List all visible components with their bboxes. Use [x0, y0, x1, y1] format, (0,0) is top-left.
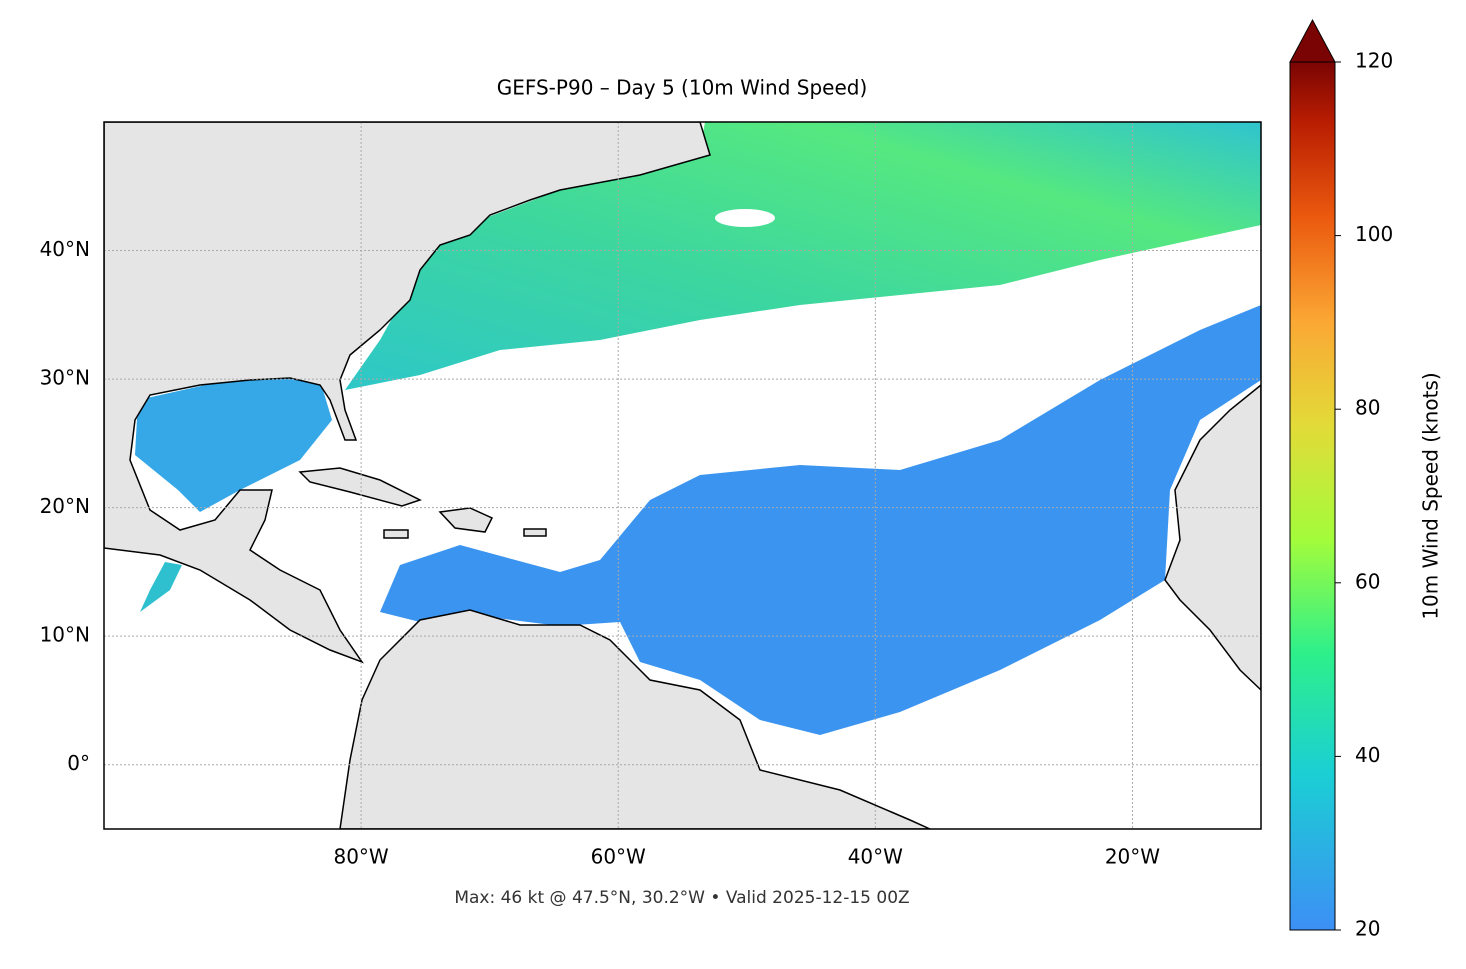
map-area [104, 122, 1261, 829]
colorbar-tick-label: 40 [1355, 743, 1380, 767]
wind-field-tropics [380, 305, 1261, 735]
plot-frame [103, 121, 1262, 830]
y-tick-label: 20°N [40, 494, 90, 518]
hispaniola [438, 507, 494, 533]
colorbar: 20 40 60 80 100 120 10m Wind Speed (knots) [1289, 18, 1443, 941]
north-america [104, 122, 711, 664]
puerto-rico [523, 528, 547, 537]
footer-note: Max: 46 kt @ 47.5°N, 30.2°W • Valid 2025… [454, 888, 909, 908]
y-tick-label: 0° [67, 751, 90, 775]
colorbar-tick-label: 60 [1355, 569, 1380, 593]
jamaica [383, 529, 409, 539]
colorbar-scale [1289, 61, 1336, 931]
colorbar-tick-label: 80 [1355, 396, 1380, 420]
wind-field-north [345, 122, 1261, 390]
africa [1164, 384, 1261, 692]
colorbar-tick-label: 120 [1355, 49, 1393, 73]
gridlines [104, 122, 1261, 829]
south-america [339, 609, 931, 829]
y-tick-label: 10°N [40, 623, 90, 647]
wind-gap [715, 209, 775, 227]
colorbar-label: 10m Wind Speed (knots) [1419, 372, 1443, 619]
wind-field-pacific [140, 562, 182, 612]
x-tick-label: 60°W [591, 845, 646, 869]
y-tick-label: 40°N [40, 237, 90, 261]
y-tick-label: 30°N [40, 366, 90, 390]
wind-field-gulf [135, 375, 332, 512]
x-tick-label: 20°W [1105, 845, 1160, 869]
map-title: GEFS-P90 – Day 5 (10m Wind Speed) [497, 76, 868, 100]
colorbar-tick-label: 100 [1355, 222, 1393, 246]
cuba [298, 467, 422, 507]
colorbar-tick-label: 20 [1355, 917, 1380, 941]
x-tick-label: 80°W [333, 845, 388, 869]
colorbar-extend [1289, 18, 1336, 63]
x-tick-label: 40°W [848, 845, 903, 869]
